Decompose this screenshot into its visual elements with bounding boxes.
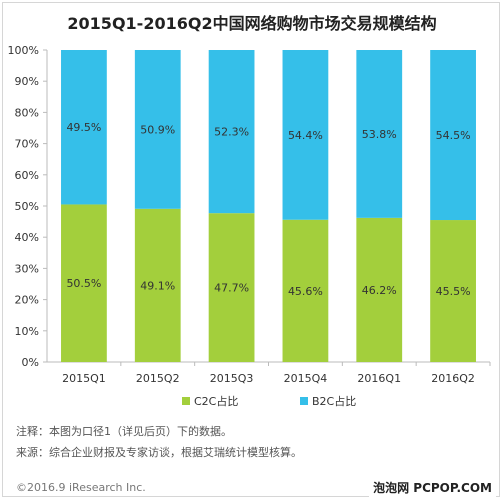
data-label-b2c: 52.3% [214, 126, 249, 139]
data-label-c2c: 50.5% [66, 277, 101, 290]
bar-b2c [356, 50, 403, 218]
data-label-b2c: 54.5% [436, 129, 471, 142]
data-label-b2c: 50.9% [140, 123, 175, 136]
bar-c2c [430, 220, 476, 362]
x-tick-label: 2016Q2 [431, 372, 475, 385]
x-tick-label: 2015Q2 [136, 372, 180, 385]
stacked-bar-chart: 0% 10% 20% 30% 40% 50% 60% 70% 80% 90% 100% 50.5% 49… [8, 44, 491, 385]
data-label-c2c: 45.6% [288, 285, 323, 298]
bar-b2c [134, 50, 181, 209]
y-tick-label: 30% [15, 262, 39, 275]
data-label-b2c: 53.8% [362, 128, 397, 141]
x-tick-label: 2015Q3 [210, 372, 254, 385]
y-tick-label: 60% [15, 169, 39, 182]
y-tick-label: 100% [8, 44, 39, 57]
source-text: 来源：综合企业财报及专家访谈，根据艾瑞统计模型核算。 [16, 446, 302, 459]
bar-c2c [134, 208, 181, 362]
legend-c2c-swatch [182, 397, 190, 405]
bar-b2c [430, 50, 476, 221]
bar-c2c [356, 217, 403, 362]
y-tick-label: 80% [15, 106, 39, 119]
bar-c2c [282, 219, 329, 362]
legend-c2c: C2C占比 [182, 393, 238, 409]
chart-title: 2015Q1-2016Q2中国网络购物市场交易规模结构 [67, 14, 437, 33]
bar-b2c [61, 50, 107, 205]
bar-b2c [282, 50, 329, 220]
y-tick-label: 20% [15, 294, 39, 307]
chart-frame [2, 2, 500, 497]
y-tick-label: 70% [15, 138, 39, 151]
legend-b2c-swatch [300, 397, 308, 405]
data-label-b2c: 54.4% [288, 129, 323, 142]
data-label-c2c: 45.5% [436, 285, 471, 298]
bar-c2c [208, 213, 255, 362]
note-text: 注释：本图为口径1（详见后页）下的数据。 [16, 425, 232, 438]
legend-b2c: B2C占比 [300, 393, 356, 409]
data-label-c2c: 47.7% [214, 282, 249, 295]
copyright-text: ©2016.9 iResearch Inc. [16, 481, 146, 494]
x-tick-label: 2015Q1 [62, 372, 106, 385]
data-label-c2c: 46.2% [362, 284, 397, 297]
bar-b2c [208, 50, 255, 214]
y-tick-label: 50% [15, 200, 39, 213]
legend-b2c-label: B2C占比 [312, 395, 357, 408]
bar-c2c [61, 204, 107, 362]
y-tick-label: 40% [15, 231, 39, 244]
y-tick-label: 90% [15, 75, 39, 88]
y-tick-label: 10% [15, 325, 39, 338]
x-tick-label: 2016Q1 [357, 372, 401, 385]
watermark-text: 泡泡网 PCPOP.COM [369, 478, 496, 497]
data-label-c2c: 49.1% [140, 279, 175, 292]
y-tick-label: 0% [22, 356, 39, 369]
data-label-b2c: 49.5% [66, 121, 101, 134]
x-tick-label: 2015Q4 [284, 372, 328, 385]
legend-c2c-label: C2C占比 [194, 395, 239, 408]
